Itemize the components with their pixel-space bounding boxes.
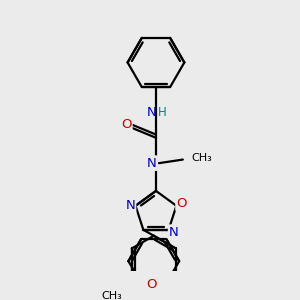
Text: O: O [176, 197, 187, 210]
Text: O: O [121, 118, 131, 131]
Text: CH₃: CH₃ [101, 291, 122, 300]
Text: N: N [147, 157, 156, 170]
Text: O: O [147, 278, 157, 291]
Text: H: H [158, 106, 167, 119]
Text: N: N [147, 106, 156, 119]
Text: N: N [125, 199, 135, 212]
Text: N: N [169, 226, 179, 239]
Text: CH₃: CH₃ [192, 153, 212, 163]
